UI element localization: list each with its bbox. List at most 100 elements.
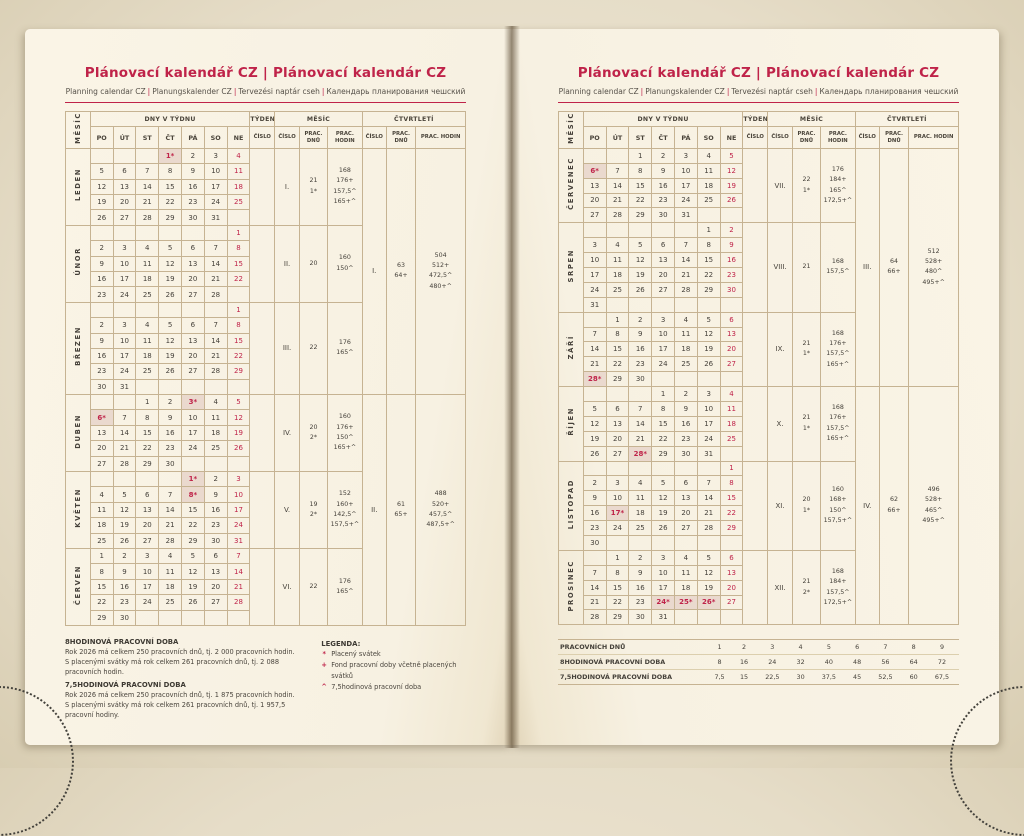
week-group-header: TÝDEN xyxy=(249,110,276,128)
month-name-label: LEDEN xyxy=(73,168,82,202)
day-cell: 20 xyxy=(112,193,137,211)
value-line: 66+ xyxy=(887,506,901,514)
week-row: KVĚTEN 1* 2 3 V. 19 2* 152 160+ 142,5^ 157,5+^ xyxy=(65,471,466,549)
day-cell: 21 xyxy=(582,594,607,611)
month-name-cell: DUBEN xyxy=(65,394,91,473)
sub-column-header: PRAC. HODIN xyxy=(819,126,856,149)
day-cell: 29 xyxy=(719,520,744,536)
reference-value: 8 xyxy=(706,654,733,670)
week-row: ŘÍJEN 1 2 3 4 X. 21 1* 168 176+ 157,5^ 165+^ IV. 62 66… xyxy=(558,386,959,626)
value-line: 1* xyxy=(802,424,811,432)
quarter-number-cell: IV. xyxy=(854,386,880,626)
day-cell: 15 xyxy=(135,424,160,442)
month-number-cell: XII. xyxy=(767,549,793,626)
week-row: 30 31 xyxy=(66,378,466,396)
note-title: 8HODINOVÁ PRACOVNÍ DOBA xyxy=(65,637,179,646)
day-cell xyxy=(135,224,160,242)
sub-column-header: PRAC. HODIN xyxy=(326,126,363,149)
day-cell: 14 xyxy=(112,424,137,442)
day-cell: 1 xyxy=(719,460,744,477)
sub-column-header: ČÍSLO xyxy=(249,126,276,149)
month-number-cell: IV. xyxy=(274,394,300,473)
day-cell xyxy=(651,371,675,388)
day-cell: 14 xyxy=(696,490,721,507)
day-cell: 10 xyxy=(135,563,160,580)
day-cell: 14 xyxy=(605,177,630,194)
footer-notes: 8HODINOVÁ PRACOVNÍ DOBA Rok 2026 má celke… xyxy=(65,635,466,720)
day-cell: 1* xyxy=(158,147,182,165)
day-cell: 26 xyxy=(651,520,675,536)
reference-value: 6 xyxy=(855,643,860,652)
day-cell: 2 xyxy=(651,147,675,164)
day-cell: 23 xyxy=(719,266,744,283)
header-rule xyxy=(558,102,959,103)
day-cell: 3 xyxy=(226,471,251,488)
day-cell: 22 xyxy=(226,347,251,365)
day-cell: 24 xyxy=(651,356,675,373)
week-row: 8 9 10 11 12 13 14 xyxy=(66,563,466,580)
day-name-header: SO xyxy=(696,126,721,149)
reference-value: 7,5 xyxy=(706,669,733,685)
value-line: 20 xyxy=(309,423,318,431)
day-cell: 8 xyxy=(226,240,251,257)
quarter-group-header: ČTVRTLETÍ xyxy=(361,110,467,128)
day-cell: 30 xyxy=(112,609,137,626)
day-cell xyxy=(605,222,630,239)
day-cell: 28* xyxy=(628,445,653,462)
day-cell: 3 xyxy=(112,317,137,334)
day-cell: 19 xyxy=(628,266,653,283)
week-row: 9 10 11 12 13 14 15 xyxy=(66,332,466,349)
day-cell: 28* xyxy=(582,371,607,388)
reference-value: 4 xyxy=(798,643,803,652)
week-row: 31 xyxy=(559,296,959,313)
week-row: 26 27 28* 29 30 31 xyxy=(559,445,959,462)
week-row: 12 13 14 15 16 17 18 xyxy=(66,178,466,196)
value-line: 504 xyxy=(434,251,447,259)
day-cell: 31 xyxy=(673,207,698,224)
day-cell xyxy=(651,460,675,477)
reference-row-label: 7,5HODINOVÁ PRACOVNÍ DOBA xyxy=(558,669,707,685)
day-cell: 20 xyxy=(203,578,228,596)
day-cell xyxy=(180,378,205,396)
day-cell: 21 xyxy=(696,505,721,522)
reference-value: 52,5 xyxy=(868,669,903,685)
day-cell: 6 xyxy=(203,547,228,565)
day-cell: 7 xyxy=(158,486,182,503)
month-name-label: LISTOPAD xyxy=(566,478,575,529)
week-number-cell xyxy=(249,301,276,396)
day-cell: 25 xyxy=(673,356,698,373)
week-number-cell xyxy=(742,549,769,626)
quarter-workhours-cell: 488 520+ 457,5^ 487,5+^ xyxy=(415,394,466,626)
month-name-cell: BŘEZEN xyxy=(65,301,91,396)
day-cell: 27 xyxy=(203,594,228,611)
day-cell: 24 xyxy=(226,517,251,534)
week-row: 16 17 18 19 20 21 22 xyxy=(66,347,466,365)
month-name-label: DUBEN xyxy=(73,413,82,449)
day-cell xyxy=(719,534,744,551)
value-line: 176 xyxy=(831,165,844,173)
day-cell: 26 xyxy=(158,286,182,303)
month-name-label: ŘÍJEN xyxy=(566,407,575,437)
quarter-number-cell: I. xyxy=(361,147,387,396)
day-cell: 4 xyxy=(135,240,160,257)
reference-value: 9 xyxy=(939,643,945,652)
day-cell: 1* xyxy=(180,471,205,488)
day-cell: 20 xyxy=(89,440,114,457)
day-cell: 7 xyxy=(696,475,721,492)
day-cell xyxy=(203,455,228,473)
day-cell: 10 xyxy=(112,255,137,272)
day-cell: 22 xyxy=(605,594,630,611)
value-line: 150^ xyxy=(829,506,847,514)
day-cell: 2 xyxy=(203,471,228,488)
day-cell: 27 xyxy=(180,286,205,303)
day-cell: 25* xyxy=(673,594,698,611)
book-spine xyxy=(504,26,520,748)
day-cell: 4 xyxy=(719,386,744,402)
day-cell xyxy=(696,371,721,388)
sub-column-header: ČÍSLO xyxy=(767,126,793,149)
legend-item: * Placený svátek xyxy=(321,649,466,660)
day-cell: 8 xyxy=(696,237,721,254)
day-cell: 7 xyxy=(226,547,251,565)
note-line: S placenými svátky má rok celkem 261 pra… xyxy=(65,658,280,677)
month-number-cell: IX. xyxy=(767,311,793,388)
